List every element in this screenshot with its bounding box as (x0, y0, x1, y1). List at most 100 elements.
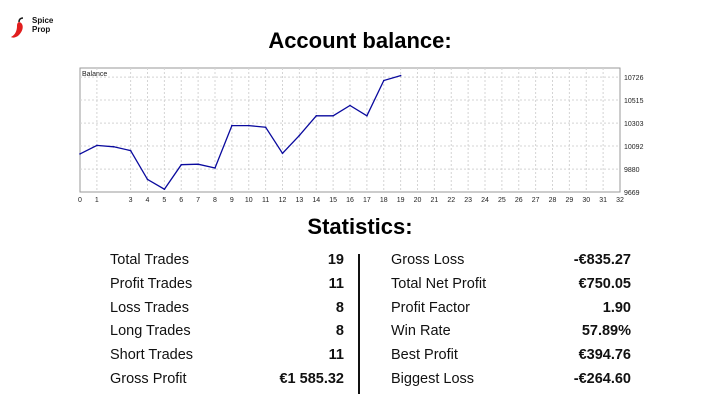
statistics-title: Statistics: (307, 214, 413, 239)
x-tick-label: 0 (78, 197, 82, 204)
stat-value: 11 (328, 275, 344, 292)
x-tick-label: 31 (599, 197, 607, 204)
y-tick-label: 9669 (624, 190, 640, 197)
balance-point (146, 178, 149, 181)
x-tick-label: 15 (329, 197, 337, 204)
stat-label: Profit Factor (391, 299, 470, 316)
stat-label: Total Net Profit (391, 275, 487, 292)
x-tick-label: 11 (262, 197, 269, 204)
x-tick-label: 29 (565, 197, 573, 204)
chili-pepper-icon (11, 17, 24, 38)
x-tick-label: 25 (498, 197, 506, 204)
stat-value: €1 585.32 (279, 371, 344, 387)
x-tick-label: 9 (230, 197, 234, 204)
x-tick-label: 6 (179, 197, 183, 204)
stat-row: Short Trades 11 (110, 347, 344, 367)
balance-point (349, 104, 351, 107)
x-tick-label: 24 (481, 197, 489, 204)
y-tick-label: 10515 (624, 98, 644, 105)
balance-line (79, 74, 401, 191)
brand-line-2: Prop (32, 25, 51, 34)
balance-point (264, 126, 267, 128)
balance-point (399, 74, 402, 77)
stat-value: 57.89% (581, 323, 631, 340)
stat-label: Win Rate (391, 323, 451, 340)
stat-label: Loss Trades (110, 299, 189, 316)
stat-value: €750.05 (578, 275, 631, 292)
balance-point (180, 163, 183, 166)
x-tick-label: 17 (363, 197, 371, 204)
stat-label: Best Profit (391, 347, 458, 364)
stat-value: 8 (335, 299, 344, 316)
x-tick-label: 12 (279, 197, 287, 204)
balance-point (383, 79, 385, 82)
x-tick-label: 30 (582, 197, 590, 204)
y-tick-label: 9880 (624, 167, 640, 174)
x-tick-label: 20 (414, 197, 422, 204)
brand-logo: Spice Prop (10, 14, 70, 40)
balance-point (96, 144, 98, 147)
x-tick-label: 1 (95, 197, 99, 204)
stat-row: Profit Factor 1.90 (391, 300, 631, 320)
x-tick-label: 22 (447, 197, 455, 204)
stat-label: Gross Profit (110, 371, 187, 387)
x-tick-label: 27 (532, 197, 540, 204)
stat-label: Total Trades (110, 252, 189, 268)
x-tick-label: 8 (213, 197, 217, 204)
x-tick-label: 3 (129, 197, 133, 204)
balance-chart: 0 1 3 4 5 6 7 8 9 10 11 12 13 14 15 16 17 18 19 20 21 22 23 24 2… (78, 67, 644, 204)
balance-point (248, 124, 250, 127)
statistics-panel: Total Trades 19 Profit Trades 11 Loss Trades… (0, 252, 720, 397)
stat-row: Best Profit €394.76 (391, 347, 631, 367)
x-tick-label: 4 (146, 197, 150, 204)
statistics-divider (358, 254, 360, 394)
y-tick-label: 10092 (624, 144, 644, 151)
stat-label: Biggest Loss (391, 371, 475, 387)
x-tick-label: 18 (380, 197, 388, 204)
x-tick-label: 26 (515, 197, 523, 204)
stat-label: Profit Trades (110, 275, 193, 292)
x-tick-label: 21 (430, 197, 438, 204)
stat-value: 11 (328, 347, 344, 364)
stat-row: Total Net Profit €750.05 (391, 276, 631, 296)
x-tick-label: 19 (397, 197, 405, 204)
stat-label: Long Trades (110, 323, 191, 340)
x-tick-label: 5 (162, 197, 166, 204)
x-tick-label: 28 (549, 197, 557, 204)
stat-row: Gross Loss -€835.27 (391, 252, 631, 272)
stat-value: -€835.27 (573, 252, 631, 268)
stat-value: 19 (327, 252, 344, 268)
chart-panel-label: Balance (82, 71, 107, 78)
y-tick-label: 10726 (624, 75, 644, 82)
stat-label: Gross Loss (391, 252, 465, 268)
stat-row: Total Trades 19 (110, 252, 344, 272)
balance-point (315, 115, 318, 117)
balance-point (197, 163, 199, 165)
balance-point (298, 134, 301, 137)
balance-point (214, 167, 216, 169)
stat-value: €394.76 (578, 347, 631, 364)
x-tick-label: 14 (312, 197, 320, 204)
balance-point (332, 115, 334, 117)
balance-point (129, 149, 132, 152)
brand-line-1: Spice (32, 16, 54, 25)
stat-row: Gross Profit €1 585.32 (110, 371, 344, 391)
x-tick-label: 16 (346, 197, 354, 204)
balance-point (281, 152, 284, 155)
x-tick-label: 23 (464, 197, 472, 204)
x-tick-label: 32 (616, 197, 624, 204)
page-title: Account balance: (268, 28, 452, 53)
stat-value: 1.90 (602, 299, 631, 316)
balance-point (231, 124, 233, 127)
stat-row: Biggest Loss -€264.60 (391, 371, 631, 391)
y-tick-label: 10303 (624, 121, 644, 128)
stat-row: Win Rate 57.89% (391, 323, 631, 343)
x-tick-label: 10 (245, 197, 253, 204)
x-tick-label: 13 (295, 197, 303, 204)
stat-label: Short Trades (110, 347, 194, 364)
brand-name: Spice Prop (32, 16, 53, 34)
balance-point (366, 115, 368, 117)
balance-point (163, 188, 166, 190)
x-tick-label: 7 (196, 197, 200, 204)
stat-row: Loss Trades 8 (110, 300, 344, 320)
